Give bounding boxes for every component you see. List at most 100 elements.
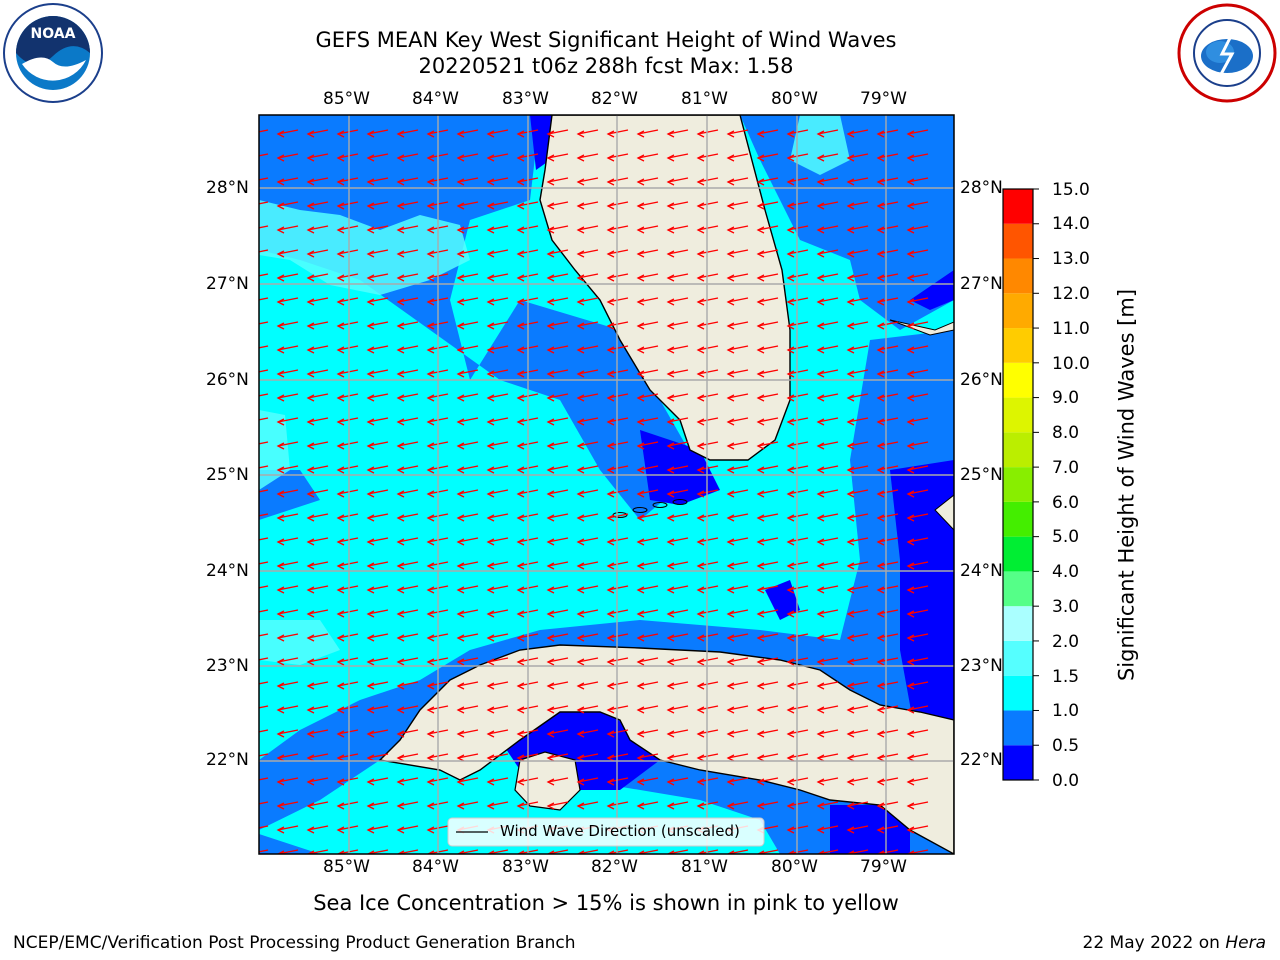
wave-direction-arrow xyxy=(397,177,419,183)
wave-direction-arrowhead xyxy=(306,298,315,306)
wave-direction-arrowhead xyxy=(306,730,315,738)
wave-direction-arrow xyxy=(487,801,509,807)
wave-direction-arrowhead xyxy=(876,346,885,354)
wave-direction-arrow xyxy=(877,225,899,231)
wave-direction-arrow xyxy=(367,393,389,399)
wave-direction-arrowhead xyxy=(306,490,315,498)
wave-direction-arrowhead xyxy=(846,682,855,690)
wave-direction-arrow xyxy=(877,129,899,135)
wave-direction-arrow xyxy=(877,537,899,543)
wave-direction-arrowhead xyxy=(606,298,615,306)
wave-direction-arrow xyxy=(547,633,569,639)
wave-direction-arrowhead xyxy=(576,562,585,570)
wave-direction-arrow xyxy=(817,729,839,735)
colorbar-band xyxy=(1003,293,1033,329)
wave-direction-arrow xyxy=(487,369,509,375)
wave-direction-arrowhead xyxy=(786,202,795,210)
wave-direction-arrow xyxy=(877,321,899,327)
wave-direction-arrowhead xyxy=(576,850,585,854)
wave-direction-arrowhead xyxy=(696,346,705,354)
wave-direction-arrowhead xyxy=(546,706,555,714)
land-bahamas xyxy=(934,494,954,531)
wave-direction-arrowhead xyxy=(666,658,675,666)
wave-direction-arrowhead xyxy=(516,610,525,618)
wave-direction-arrow xyxy=(277,393,299,399)
wave-direction-arrowhead xyxy=(726,346,735,354)
wave-direction-arrow xyxy=(757,609,779,615)
wave-direction-arrowhead xyxy=(906,730,915,738)
wave-direction-arrowhead xyxy=(906,490,915,498)
wave-direction-arrow xyxy=(787,561,809,567)
wave-direction-arrowhead xyxy=(456,394,465,402)
wave-direction-arrowhead xyxy=(756,514,765,522)
wave-direction-arrowhead xyxy=(248,731,254,737)
wave-direction-arrow xyxy=(817,489,839,495)
wave-direction-arrow xyxy=(277,681,299,687)
wave-direction-arrowhead xyxy=(248,707,254,713)
wave-direction-arrowhead xyxy=(336,370,345,378)
wave-direction-arrowhead xyxy=(816,586,825,594)
wave-direction-arrowhead xyxy=(366,346,375,354)
wave-direction-arrow xyxy=(577,393,599,399)
wave-direction-arrow xyxy=(307,513,329,519)
wave-direction-arrow xyxy=(817,249,839,255)
wave-direction-arrow xyxy=(847,705,869,711)
lat-tick-right-28: 28°N xyxy=(960,178,1003,198)
wave-direction-arrowhead xyxy=(336,154,345,162)
colorbar-tick: 1.0 xyxy=(1052,701,1080,721)
colorbar-band xyxy=(1003,640,1033,676)
wave-direction-arrow xyxy=(577,609,599,615)
wave-direction-arrow xyxy=(487,201,509,207)
wave-direction-arrow xyxy=(667,489,689,495)
wave-direction-arrowhead xyxy=(876,394,885,402)
wave-direction-arrowhead xyxy=(606,154,615,162)
lon-tick-top-83: 83°W xyxy=(502,89,549,109)
wave-direction-arrow xyxy=(847,681,869,687)
colorbar-frame xyxy=(1002,188,1034,781)
wave-direction-arrowhead xyxy=(248,347,254,353)
wave-direction-arrow xyxy=(307,249,329,255)
wave-direction-arrow xyxy=(259,777,269,781)
wave-direction-arrow xyxy=(877,513,899,519)
wave-direction-arrow xyxy=(367,705,389,711)
wave-direction-arrow xyxy=(607,801,629,807)
wave-direction-arrowhead xyxy=(666,226,675,234)
wave-direction-arrowhead xyxy=(876,802,885,810)
wave-direction-arrow xyxy=(367,321,389,327)
wave-direction-arrow xyxy=(757,657,779,663)
lon-tick-bottom-82: 82°W xyxy=(591,857,638,877)
wave-direction-arrowhead xyxy=(306,274,315,282)
wave-direction-arrowhead xyxy=(846,754,855,762)
colorbar-tick: 13.0 xyxy=(1052,249,1090,269)
lon-tick-bottom-80: 80°W xyxy=(771,857,818,877)
wave-direction-arrowhead xyxy=(636,466,645,474)
wave-direction-arrow xyxy=(787,681,809,687)
wave-direction-arrow xyxy=(337,153,359,159)
wave-direction-arrowhead xyxy=(846,394,855,402)
legend-label: Wind Wave Direction (unscaled) xyxy=(500,822,740,840)
wave-direction-arrow xyxy=(337,489,359,495)
wave-direction-arrow xyxy=(817,129,839,135)
wave-direction-arrowhead xyxy=(666,442,675,450)
wave-direction-arrowhead xyxy=(486,682,495,690)
wave-direction-arrow xyxy=(637,393,659,399)
wave-direction-arrow xyxy=(307,633,329,639)
wave-direction-arrowhead xyxy=(846,202,855,210)
wave-direction-arrowhead xyxy=(426,322,435,330)
wave-direction-arrowhead xyxy=(906,346,915,354)
wave-direction-arrow xyxy=(307,825,329,831)
wave-direction-arrowhead xyxy=(546,322,555,330)
wave-direction-arrowhead xyxy=(906,634,915,642)
wave-direction-arrowhead xyxy=(636,394,645,402)
wave-direction-arrowhead xyxy=(636,274,645,282)
wave-direction-arrowhead xyxy=(516,754,525,762)
wave-direction-arrow xyxy=(877,825,899,831)
wave-direction-arrowhead xyxy=(516,250,525,258)
wave-direction-arrow xyxy=(487,561,509,567)
wave-direction-arrowhead xyxy=(636,370,645,378)
wave-direction-arrow xyxy=(907,153,929,159)
wave-direction-arrowhead xyxy=(846,322,855,330)
wave-direction-arrowhead xyxy=(486,610,495,618)
wave-height-region xyxy=(259,834,320,854)
wave-direction-arrowhead xyxy=(306,514,315,522)
